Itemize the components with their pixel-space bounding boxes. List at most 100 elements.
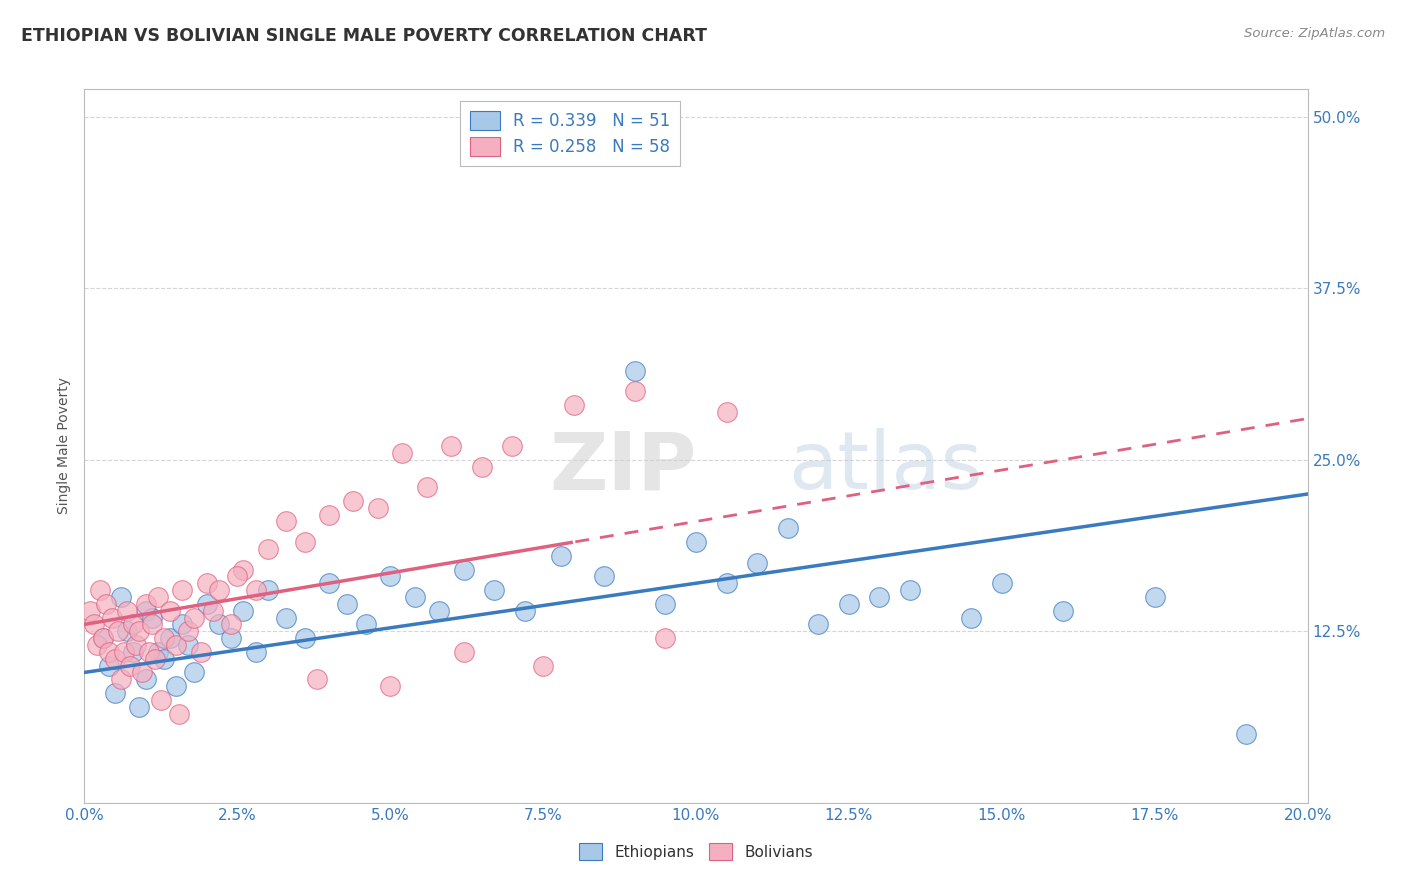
Point	[146, 645, 169, 659]
Point	[172, 583, 194, 598]
Point	[195, 576, 218, 591]
Text: Source: ZipAtlas.com: Source: ZipAtlas.com	[1244, 27, 1385, 40]
Point	[869, 590, 891, 604]
Point	[141, 610, 163, 624]
Point	[1052, 604, 1074, 618]
Point	[122, 617, 145, 632]
Point	[219, 617, 242, 632]
Point	[232, 604, 254, 618]
Point	[219, 631, 242, 645]
Point	[482, 583, 505, 598]
Point	[141, 617, 163, 632]
Point	[245, 645, 267, 659]
Point	[146, 590, 169, 604]
Point	[1143, 590, 1166, 604]
Point	[453, 562, 475, 576]
Point	[342, 494, 364, 508]
Point	[177, 638, 200, 652]
Point	[110, 590, 132, 604]
Point	[391, 446, 413, 460]
Point	[807, 617, 830, 632]
Point	[153, 651, 176, 665]
Point	[149, 693, 172, 707]
Point	[960, 610, 983, 624]
Point	[416, 480, 439, 494]
Point	[183, 665, 205, 680]
Point	[135, 673, 157, 687]
Point	[624, 384, 647, 398]
Point	[153, 631, 176, 645]
Point	[167, 706, 190, 721]
Point	[1236, 727, 1258, 741]
Point	[562, 398, 585, 412]
Point	[471, 459, 494, 474]
Point	[115, 624, 138, 639]
Point	[101, 610, 124, 624]
Point	[115, 604, 138, 618]
Point	[380, 679, 402, 693]
Point	[318, 576, 340, 591]
Point	[305, 673, 328, 687]
Point	[550, 549, 572, 563]
Point	[531, 658, 554, 673]
Point	[183, 610, 205, 624]
Legend: Ethiopians, Bolivians: Ethiopians, Bolivians	[572, 837, 820, 866]
Point	[91, 631, 114, 645]
Point	[747, 556, 769, 570]
Point	[112, 645, 135, 659]
Point	[318, 508, 340, 522]
Point	[654, 631, 676, 645]
Point	[159, 604, 181, 618]
Text: atlas: atlas	[787, 428, 981, 507]
Point	[159, 631, 181, 645]
Point	[91, 631, 114, 645]
Point	[898, 583, 921, 598]
Point	[716, 576, 738, 591]
Point	[131, 665, 153, 680]
Point	[593, 569, 616, 583]
Point	[97, 645, 120, 659]
Point	[245, 583, 267, 598]
Y-axis label: Single Male Poverty: Single Male Poverty	[58, 377, 72, 515]
Point	[513, 604, 536, 618]
Point	[201, 604, 224, 618]
Point	[104, 686, 127, 700]
Point	[226, 569, 249, 583]
Point	[135, 604, 157, 618]
Point	[83, 617, 105, 632]
Point	[380, 569, 402, 583]
Point	[838, 597, 860, 611]
Point	[453, 645, 475, 659]
Point	[654, 597, 676, 611]
Point	[94, 597, 117, 611]
Point	[107, 624, 129, 639]
Point	[79, 604, 101, 618]
Point	[190, 645, 212, 659]
Point	[294, 631, 316, 645]
Point	[97, 658, 120, 673]
Point	[354, 617, 377, 632]
Point	[208, 583, 231, 598]
Point	[276, 515, 298, 529]
Point	[294, 535, 316, 549]
Point	[125, 638, 148, 652]
Point	[716, 405, 738, 419]
Point	[172, 617, 194, 632]
Point	[208, 617, 231, 632]
Point	[257, 541, 280, 556]
Point	[276, 610, 298, 624]
Point	[232, 562, 254, 576]
Point	[86, 638, 108, 652]
Point	[624, 363, 647, 377]
Point	[104, 651, 127, 665]
Point	[404, 590, 426, 604]
Point	[165, 679, 187, 693]
Point	[336, 597, 359, 611]
Point	[122, 645, 145, 659]
Point	[128, 624, 150, 639]
Point	[367, 500, 389, 515]
Text: ETHIOPIAN VS BOLIVIAN SINGLE MALE POVERTY CORRELATION CHART: ETHIOPIAN VS BOLIVIAN SINGLE MALE POVERT…	[21, 27, 707, 45]
Point	[776, 521, 799, 535]
Point	[195, 597, 218, 611]
Text: ZIP: ZIP	[550, 428, 696, 507]
